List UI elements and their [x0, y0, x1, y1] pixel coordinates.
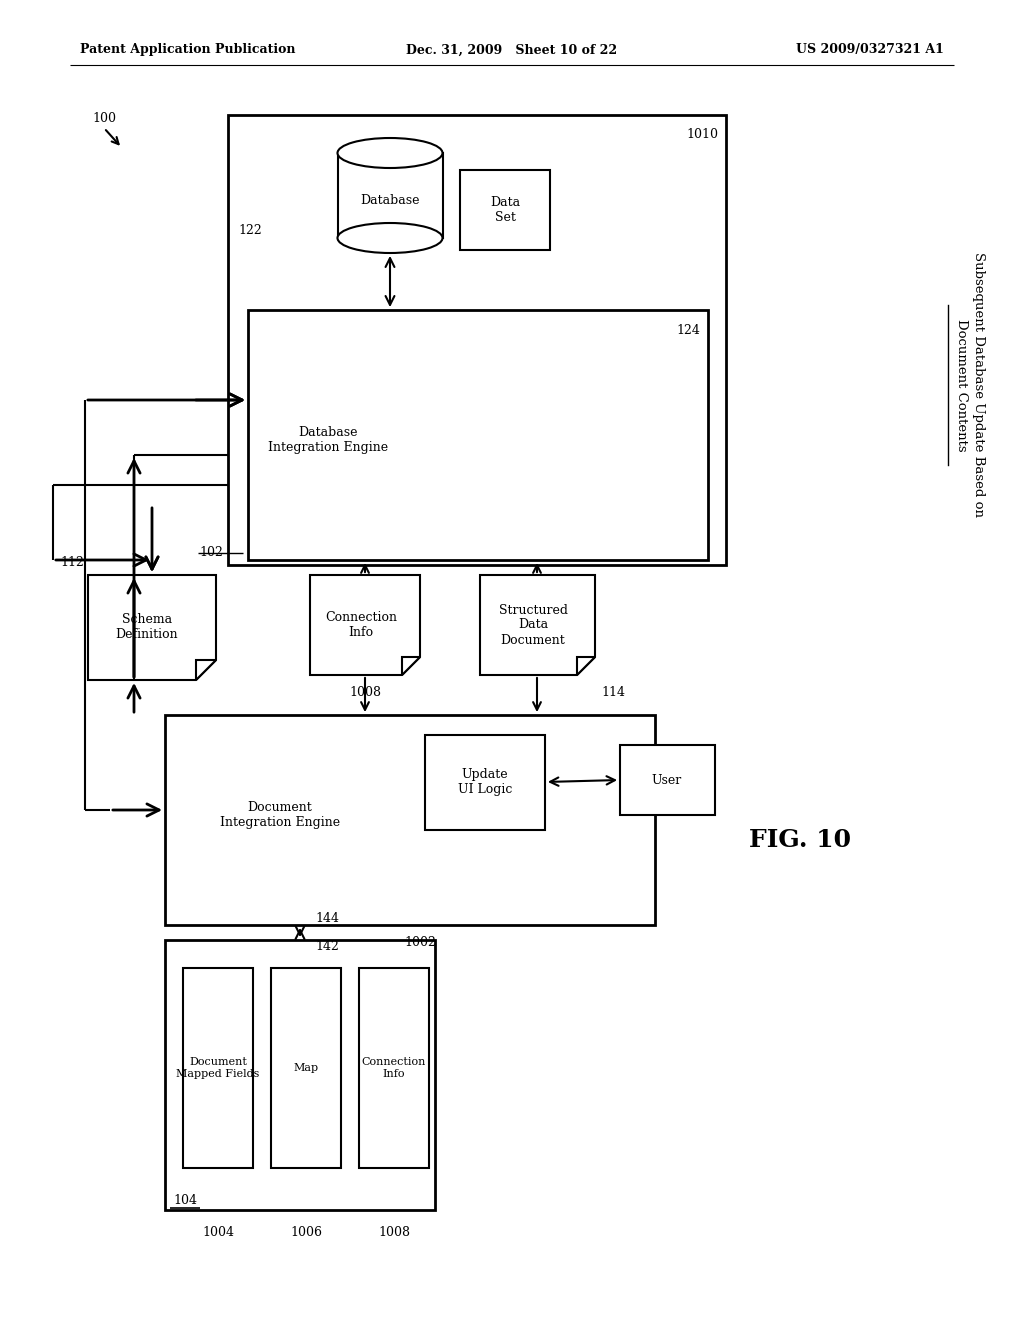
Text: Subsequent Database Update Based on
Document Contents: Subsequent Database Update Based on Docu…: [954, 252, 985, 517]
Bar: [620, 744, 715, 814]
Text: Patent Application Publication: Patent Application Publication: [80, 44, 296, 57]
Text: 142: 142: [315, 940, 339, 953]
Bar: [165, 940, 435, 1210]
Bar: [425, 735, 545, 830]
Text: FIG. 10: FIG. 10: [749, 828, 851, 851]
Text: Connection
Info: Connection Info: [361, 1057, 426, 1078]
Text: 104: 104: [173, 1193, 197, 1206]
Text: Schema
Definition: Schema Definition: [116, 612, 178, 642]
Text: Update
UI Logic: Update UI Logic: [458, 768, 512, 796]
Text: Dec. 31, 2009   Sheet 10 of 22: Dec. 31, 2009 Sheet 10 of 22: [407, 44, 617, 57]
Polygon shape: [196, 660, 216, 680]
Text: 112: 112: [60, 557, 84, 569]
Polygon shape: [88, 576, 216, 680]
Bar: [338, 153, 443, 238]
Text: Document
Integration Engine: Document Integration Engine: [220, 801, 340, 829]
Polygon shape: [402, 657, 420, 675]
Bar: [248, 310, 708, 560]
Text: 124: 124: [676, 323, 700, 337]
Text: Structured
Data
Document: Structured Data Document: [499, 603, 567, 647]
Text: 144: 144: [315, 912, 339, 924]
Text: 1008: 1008: [378, 1225, 410, 1238]
Polygon shape: [310, 576, 420, 675]
Text: Data
Set: Data Set: [489, 195, 520, 224]
Text: Database
Integration Engine: Database Integration Engine: [268, 426, 388, 454]
Bar: [460, 170, 550, 249]
Text: 122: 122: [238, 223, 262, 236]
Bar: [228, 115, 726, 565]
Text: US 2009/0327321 A1: US 2009/0327321 A1: [796, 44, 944, 57]
Bar: [271, 968, 341, 1168]
Ellipse shape: [338, 139, 442, 168]
Bar: [359, 968, 429, 1168]
Polygon shape: [480, 576, 595, 675]
Text: 1004: 1004: [202, 1225, 234, 1238]
Text: 1002: 1002: [404, 936, 436, 949]
Polygon shape: [577, 657, 595, 675]
Text: User: User: [652, 774, 682, 787]
Text: Connection
Info: Connection Info: [325, 611, 397, 639]
Text: 1010: 1010: [686, 128, 718, 141]
Text: Map: Map: [294, 1063, 318, 1073]
Text: 102: 102: [199, 546, 223, 560]
Bar: [183, 968, 253, 1168]
Ellipse shape: [338, 223, 442, 253]
Text: 1008: 1008: [349, 686, 381, 700]
Bar: [165, 715, 655, 925]
Text: 114: 114: [601, 686, 625, 700]
Text: 100: 100: [92, 111, 116, 124]
Text: 1006: 1006: [290, 1225, 322, 1238]
Text: Document
Mapped Fields: Document Mapped Fields: [176, 1057, 260, 1078]
Text: Database: Database: [360, 194, 420, 206]
